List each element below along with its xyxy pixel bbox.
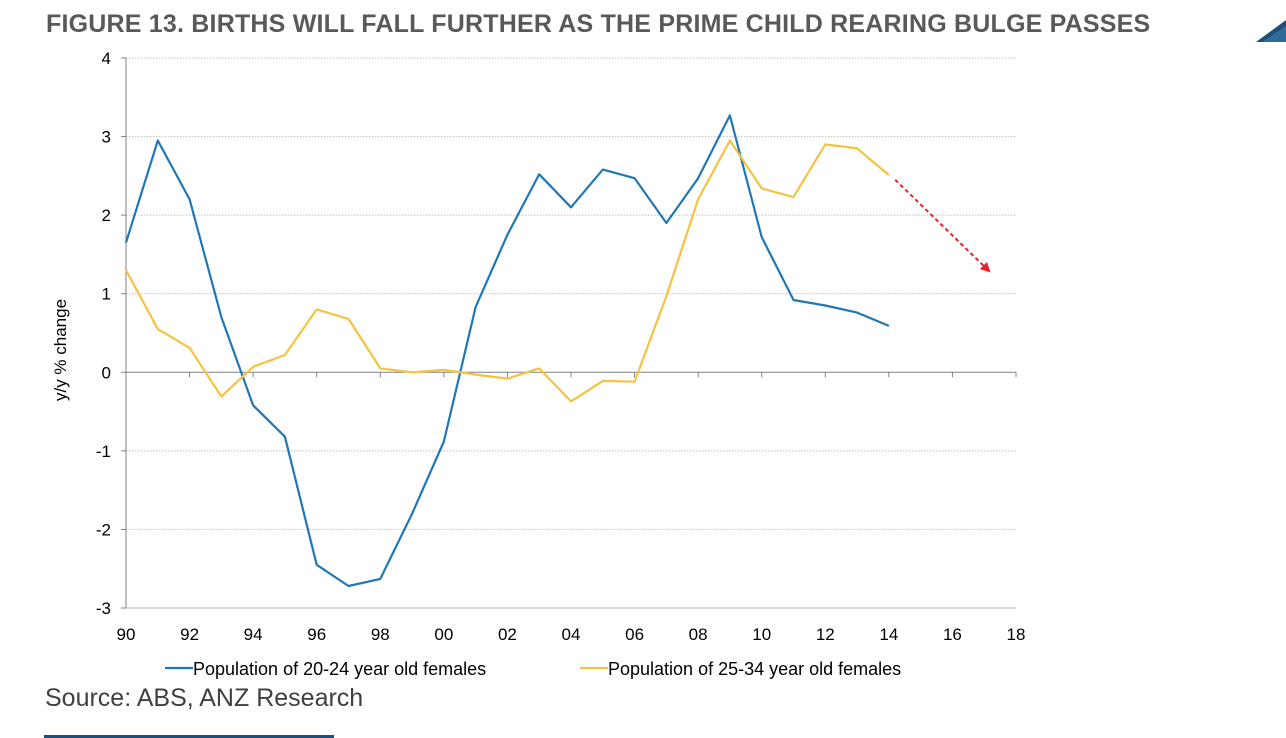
- x-tick-label: 90: [117, 625, 136, 644]
- y-tick-label: 1: [102, 285, 111, 304]
- y-tick-label: -1: [96, 442, 111, 461]
- y-tick-label: -2: [96, 520, 111, 539]
- series-lines: [124, 114, 890, 588]
- legend-label-series-1: Population of 20-24 year old females: [193, 659, 486, 679]
- x-tick-label: 12: [816, 625, 835, 644]
- chart-title: FIGURE 13. BIRTHS WILL FALL FURTHER AS T…: [46, 10, 1151, 38]
- y-tick-label: 4: [102, 49, 111, 68]
- x-tick-label: 04: [562, 625, 581, 644]
- series-line-2: [125, 139, 890, 403]
- y-tick-label: 0: [102, 363, 111, 382]
- x-tick-label: 14: [879, 625, 898, 644]
- y-tick-label: 3: [102, 128, 111, 147]
- annotations: [894, 179, 992, 274]
- next-heading-fragment: [44, 735, 334, 738]
- x-tick-label: 92: [180, 625, 199, 644]
- x-tick-label: 10: [752, 625, 771, 644]
- x-tick-label: 96: [307, 625, 326, 644]
- x-tick-label: 16: [943, 625, 962, 644]
- x-tick-label: 18: [1007, 625, 1026, 644]
- x-tick-label: 02: [498, 625, 517, 644]
- y-tick-label: -3: [96, 599, 111, 618]
- y-tick-label: 2: [102, 206, 111, 225]
- corner-decoration: [1256, 20, 1286, 42]
- x-tick-label: 06: [625, 625, 644, 644]
- x-tick-label: 94: [244, 625, 263, 644]
- forecast-arrow-head: [979, 261, 991, 273]
- series-line-1: [124, 114, 890, 588]
- x-tick-label: 00: [434, 625, 453, 644]
- gridlines: [126, 57, 1016, 530]
- legend: Population of 20-24 year old females Pop…: [165, 659, 901, 679]
- source-note: Source: ABS, ANZ Research: [45, 684, 364, 712]
- forecast-arrow-shaft: [894, 179, 992, 274]
- x-tick-label: 98: [371, 625, 390, 644]
- x-tick-label: 08: [689, 625, 708, 644]
- y-axis-label: y/y % change: [51, 299, 70, 401]
- legend-label-series-2: Population of 25-34 year old females: [608, 659, 901, 679]
